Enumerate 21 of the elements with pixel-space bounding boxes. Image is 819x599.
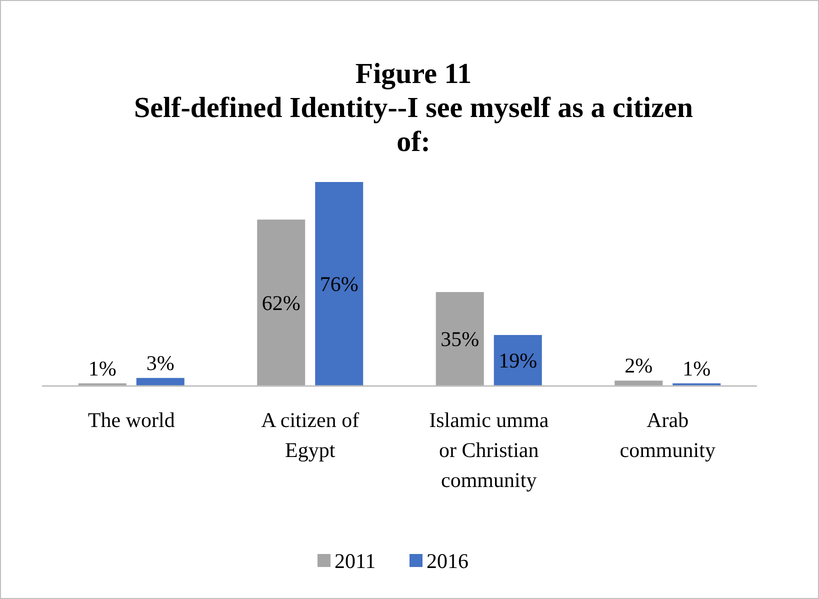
legend-label: 2011 [334, 549, 376, 573]
data-label: 1% [88, 356, 116, 380]
bar [436, 292, 484, 386]
legend-label: 2016 [426, 549, 468, 573]
x-tick-label: Arab community [620, 408, 716, 462]
bar [136, 378, 184, 386]
data-label: 19% [498, 348, 538, 372]
x-tick-label: The world [88, 408, 176, 432]
data-label: 76% [320, 272, 358, 296]
x-tick-label: Islamic umma or Christian community [429, 408, 550, 492]
bar [494, 335, 542, 386]
data-label: 3% [146, 350, 174, 375]
data-label: 1% [682, 356, 711, 380]
bar [315, 182, 364, 386]
bar [614, 380, 663, 386]
x-tick-label: A citizen of Egypt [261, 408, 360, 462]
data-label: 2% [624, 354, 653, 378]
chart-title: Figure 11 Self-defined Identity--I see myself as a citizen of: [134, 58, 693, 158]
bar [257, 220, 306, 386]
data-label: 35% [440, 327, 480, 352]
data-label: 62% [262, 290, 300, 315]
